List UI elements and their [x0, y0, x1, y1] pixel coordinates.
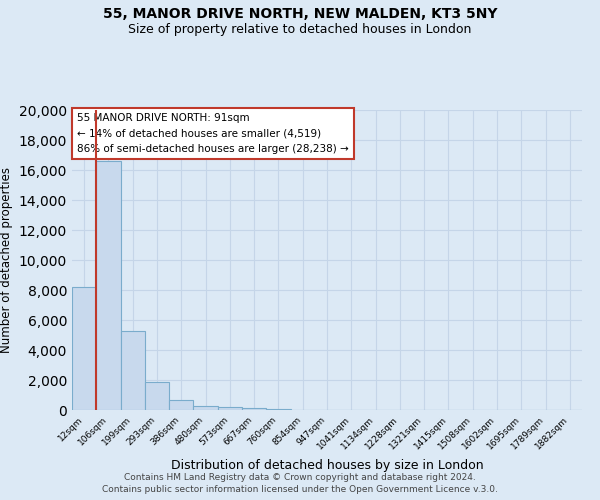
Text: 55 MANOR DRIVE NORTH: 91sqm
← 14% of detached houses are smaller (4,519)
86% of : 55 MANOR DRIVE NORTH: 91sqm ← 14% of det…	[77, 113, 349, 154]
X-axis label: Distribution of detached houses by size in London: Distribution of detached houses by size …	[170, 460, 484, 472]
Bar	[145, 382, 169, 410]
Bar	[266, 408, 290, 410]
Bar	[218, 407, 242, 410]
Bar	[193, 406, 218, 410]
Bar	[242, 408, 266, 410]
Bar	[72, 287, 96, 410]
Y-axis label: Number of detached properties: Number of detached properties	[0, 167, 13, 353]
Text: Size of property relative to detached houses in London: Size of property relative to detached ho…	[128, 22, 472, 36]
Text: Contains HM Land Registry data © Crown copyright and database right 2024.: Contains HM Land Registry data © Crown c…	[124, 472, 476, 482]
Bar	[96, 161, 121, 410]
Bar	[121, 330, 145, 410]
Text: Contains public sector information licensed under the Open Government Licence v.: Contains public sector information licen…	[102, 485, 498, 494]
Bar	[169, 400, 193, 410]
Text: 55, MANOR DRIVE NORTH, NEW MALDEN, KT3 5NY: 55, MANOR DRIVE NORTH, NEW MALDEN, KT3 5…	[103, 8, 497, 22]
